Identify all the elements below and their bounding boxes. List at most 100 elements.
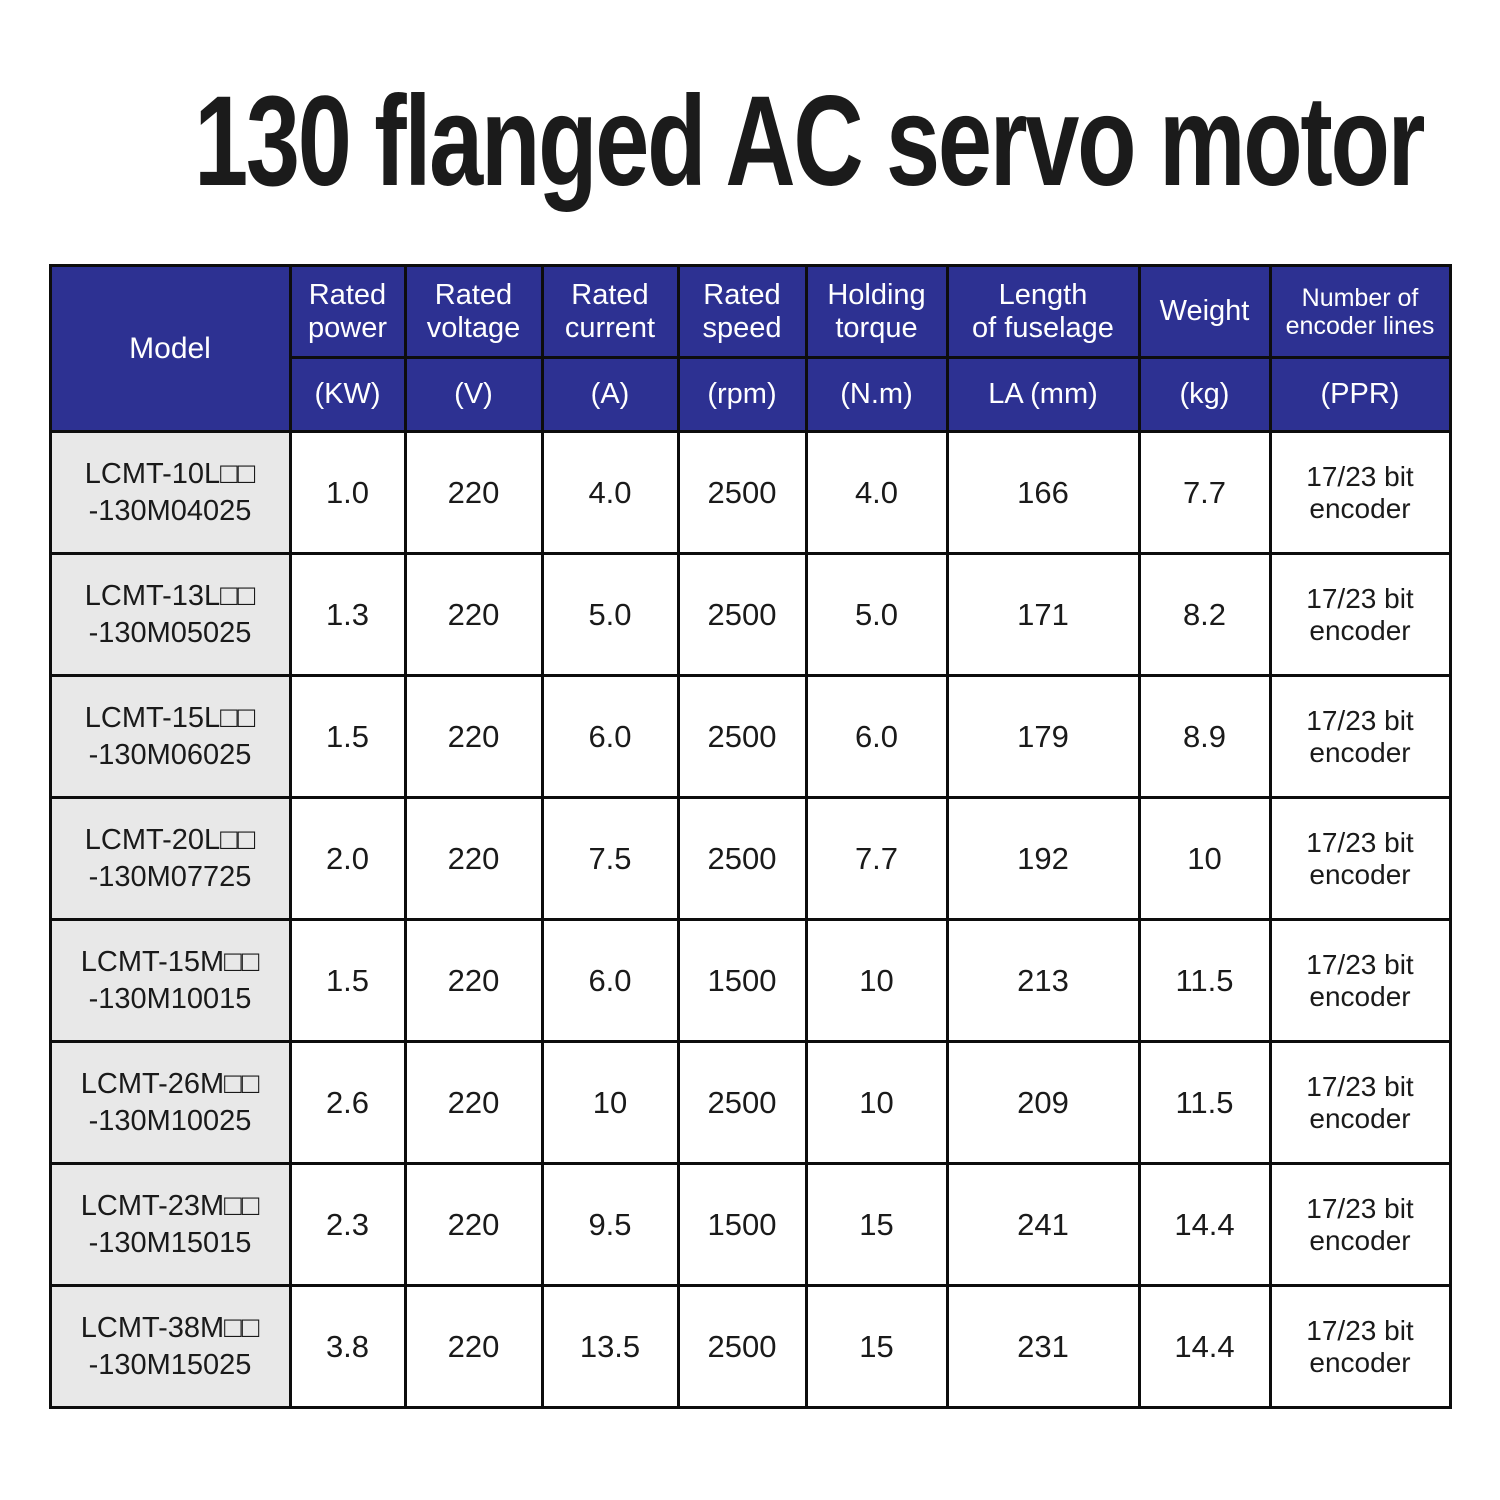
header-row-names: Model Rated power Rated voltage Rated cu… xyxy=(48,264,1452,434)
holding-torque-cell: 15 xyxy=(804,1162,949,1288)
holding-torque-cell: 4.0 xyxy=(804,430,949,556)
rated-voltage-cell: 220 xyxy=(403,1284,544,1410)
weight-cell: 11.5 xyxy=(1137,1040,1272,1166)
model-cell: LCMT-15M□□ -130M10015 xyxy=(48,918,292,1044)
holding-torque-cell: 10 xyxy=(804,1040,949,1166)
column-header-holding-torque: Holding torque xyxy=(804,264,949,360)
encoder-cell: 17/23 bit encoder xyxy=(1268,1040,1452,1166)
rated-speed-cell: 2500 xyxy=(676,674,808,800)
rated-power-cell: 3.8 xyxy=(288,1284,407,1410)
table-row: LCMT-23M□□ -130M15015 2.3 220 9.5 1500 1… xyxy=(48,1162,1452,1288)
holding-torque-cell: 6.0 xyxy=(804,674,949,800)
rated-voltage-cell: 220 xyxy=(403,918,544,1044)
column-header-rated-voltage: Rated voltage xyxy=(403,264,544,360)
spec-table: Model Rated power Rated voltage Rated cu… xyxy=(48,264,1452,1410)
column-header-rated-power: Rated power xyxy=(288,264,407,360)
model-cell: LCMT-26M□□ -130M10025 xyxy=(48,1040,292,1166)
column-header-rated-speed: Rated speed xyxy=(676,264,808,360)
column-header-encoder-lines: Number of encoder lines xyxy=(1268,264,1452,360)
table-row: LCMT-15L□□ -130M06025 1.5 220 6.0 2500 6… xyxy=(48,674,1452,800)
weight-cell: 7.7 xyxy=(1137,430,1272,556)
rated-speed-cell: 2500 xyxy=(676,1284,808,1410)
fuselage-length-cell: 209 xyxy=(945,1040,1141,1166)
table-header: Model Rated power Rated voltage Rated cu… xyxy=(48,264,1452,434)
weight-cell: 8.2 xyxy=(1137,552,1272,678)
weight-cell: 14.4 xyxy=(1137,1162,1272,1288)
rated-power-cell: 2.6 xyxy=(288,1040,407,1166)
fuselage-length-cell: 213 xyxy=(945,918,1141,1044)
rated-current-cell: 4.0 xyxy=(540,430,680,556)
rated-voltage-cell: 220 xyxy=(403,1040,544,1166)
unit-rated-voltage: (V) xyxy=(403,356,544,434)
holding-torque-cell: 7.7 xyxy=(804,796,949,922)
rated-speed-cell: 2500 xyxy=(676,552,808,678)
rated-current-cell: 6.0 xyxy=(540,918,680,1044)
fuselage-length-cell: 166 xyxy=(945,430,1141,556)
rated-power-cell: 1.3 xyxy=(288,552,407,678)
fuselage-length-cell: 179 xyxy=(945,674,1141,800)
encoder-cell: 17/23 bit encoder xyxy=(1268,552,1452,678)
encoder-cell: 17/23 bit encoder xyxy=(1268,1162,1452,1288)
column-header-length-of-fuselage: Length of fuselage xyxy=(945,264,1141,360)
rated-current-cell: 7.5 xyxy=(540,796,680,922)
unit-rated-power: (KW) xyxy=(288,356,407,434)
header-row-units: (KW) (V) (A) (rpm) (N.m) LA (mm) (kg) (P… xyxy=(50,356,1452,434)
unit-weight: (kg) xyxy=(1137,356,1272,434)
fuselage-length-cell: 171 xyxy=(945,552,1141,678)
rated-current-cell: 13.5 xyxy=(540,1284,680,1410)
weight-cell: 11.5 xyxy=(1137,918,1272,1044)
rated-power-cell: 2.3 xyxy=(288,1162,407,1288)
model-cell: LCMT-23M□□ -130M15015 xyxy=(48,1162,292,1288)
rated-voltage-cell: 220 xyxy=(403,552,544,678)
unit-length-of-fuselage: LA (mm) xyxy=(945,356,1141,434)
rated-speed-cell: 2500 xyxy=(676,430,808,556)
column-header-weight: Weight xyxy=(1137,264,1272,360)
rated-voltage-cell: 220 xyxy=(403,1162,544,1288)
rated-current-cell: 6.0 xyxy=(540,674,680,800)
fuselage-length-cell: 241 xyxy=(945,1162,1141,1288)
model-cell: LCMT-10L□□ -130M04025 xyxy=(48,430,292,556)
unit-rated-current: (A) xyxy=(540,356,680,434)
column-header-rated-current: Rated current xyxy=(540,264,680,360)
holding-torque-cell: 5.0 xyxy=(804,552,949,678)
rated-voltage-cell: 220 xyxy=(403,674,544,800)
rated-speed-cell: 2500 xyxy=(676,1040,808,1166)
table-row: LCMT-20L□□ -130M07725 2.0 220 7.5 2500 7… xyxy=(48,796,1452,922)
weight-cell: 14.4 xyxy=(1137,1284,1272,1410)
rated-power-cell: 2.0 xyxy=(288,796,407,922)
encoder-cell: 17/23 bit encoder xyxy=(1268,796,1452,922)
table-row: LCMT-15M□□ -130M10015 1.5 220 6.0 1500 1… xyxy=(48,918,1452,1044)
unit-rated-speed: (rpm) xyxy=(676,356,808,434)
table-body: LCMT-10L□□ -130M04025 1.0 220 4.0 2500 4… xyxy=(48,430,1452,1410)
unit-encoder-lines: (PPR) xyxy=(1268,356,1452,434)
rated-power-cell: 1.0 xyxy=(288,430,407,556)
unit-holding-torque: (N.m) xyxy=(804,356,949,434)
model-cell: LCMT-13L□□ -130M05025 xyxy=(48,552,292,678)
fuselage-length-cell: 192 xyxy=(945,796,1141,922)
table-row: LCMT-26M□□ -130M10025 2.6 220 10 2500 10… xyxy=(48,1040,1452,1166)
model-cell: LCMT-20L□□ -130M07725 xyxy=(48,796,292,922)
rated-current-cell: 5.0 xyxy=(540,552,680,678)
holding-torque-cell: 10 xyxy=(804,918,949,1044)
rated-power-cell: 1.5 xyxy=(288,674,407,800)
rated-voltage-cell: 220 xyxy=(403,430,544,556)
rated-speed-cell: 1500 xyxy=(676,1162,808,1288)
model-cell: LCMT-38M□□ -130M15025 xyxy=(48,1284,292,1410)
table-row: LCMT-38M□□ -130M15025 3.8 220 13.5 2500 … xyxy=(48,1284,1452,1410)
encoder-cell: 17/23 bit encoder xyxy=(1268,918,1452,1044)
table-row: LCMT-10L□□ -130M04025 1.0 220 4.0 2500 4… xyxy=(48,430,1452,556)
holding-torque-cell: 15 xyxy=(804,1284,949,1410)
rated-speed-cell: 1500 xyxy=(676,918,808,1044)
table-row: LCMT-13L□□ -130M05025 1.3 220 5.0 2500 5… xyxy=(48,552,1452,678)
page-title: 130 flanged AC servo motor xyxy=(194,70,1425,213)
page: 130 flanged AC servo motor Model Rated p… xyxy=(0,68,1500,1500)
weight-cell: 10 xyxy=(1137,796,1272,922)
rated-current-cell: 10 xyxy=(540,1040,680,1166)
fuselage-length-cell: 231 xyxy=(945,1284,1141,1410)
title-wrap: 130 flanged AC servo motor xyxy=(0,68,1500,215)
rated-current-cell: 9.5 xyxy=(540,1162,680,1288)
weight-cell: 8.9 xyxy=(1137,674,1272,800)
encoder-cell: 17/23 bit encoder xyxy=(1268,430,1452,556)
model-cell: LCMT-15L□□ -130M06025 xyxy=(48,674,292,800)
rated-power-cell: 1.5 xyxy=(288,918,407,1044)
